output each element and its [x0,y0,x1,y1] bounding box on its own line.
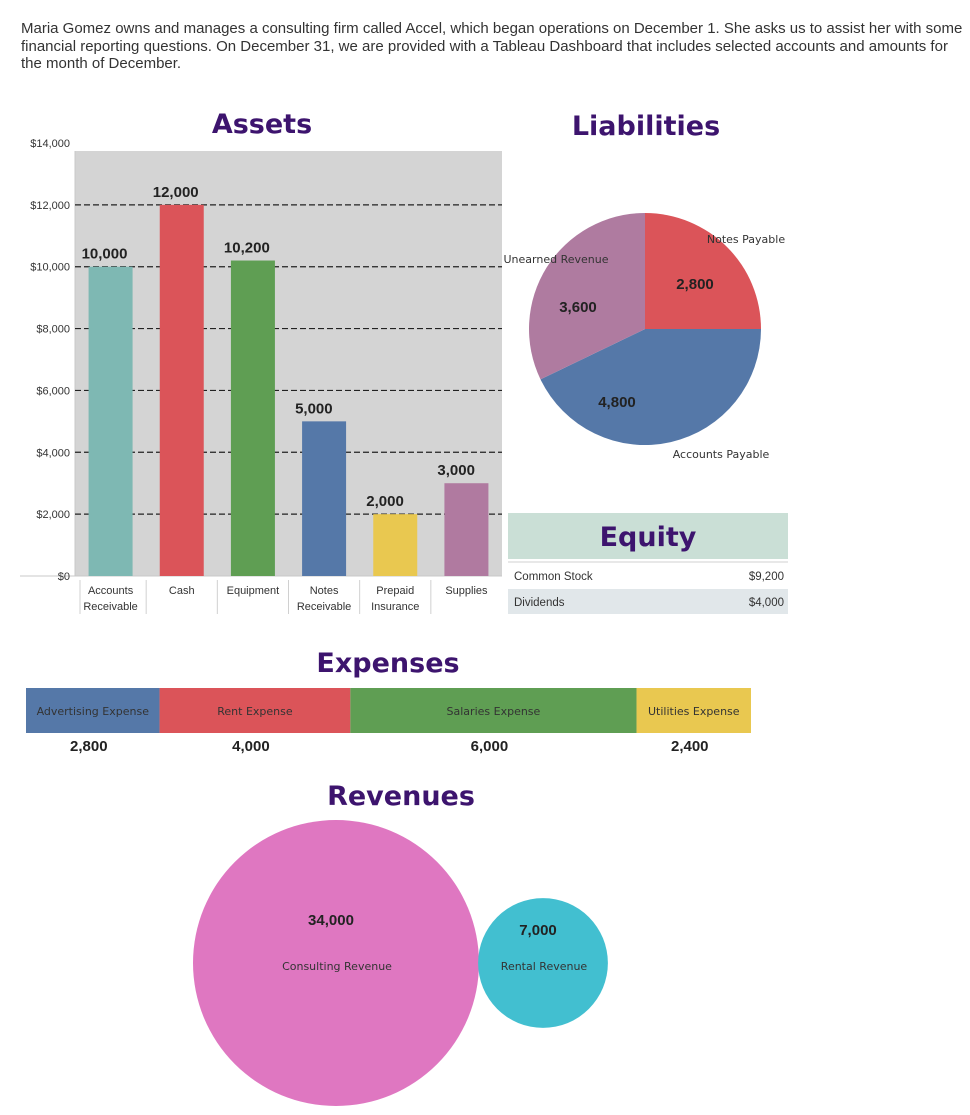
liabilities-slice-name-label: Accounts Payable [673,448,770,461]
revenues-bubble-name-label: Consulting Revenue [282,960,392,973]
assets-bar [444,483,489,576]
assets-x-tick-label: Receivable [83,601,137,613]
revenues-chart: Revenues 34,000 Consulting Revenue 7,000 Re… [193,781,608,1106]
assets-x-tick-label: Insurance [371,601,419,613]
assets-bar-value-label: 10,000 [82,246,128,263]
assets-y-tick-label: $10,000 [30,262,70,274]
equity-row-2-background [508,589,788,614]
assets-y-tick-label: $8,000 [36,324,70,336]
assets-y-tick-label: $14,000 [30,138,70,150]
liabilities-slice-value-label: 2,800 [676,276,714,293]
liabilities-title: Liabilities [572,111,720,142]
intro-paragraph: Maria Gomez owns and manages a consultin… [21,20,963,72]
assets-y-tick-label: $2,000 [36,509,70,521]
revenues-bubble-name-label: Rental Revenue [501,960,588,973]
equity-row-2-label: Dividends [514,597,565,609]
equity-row-1-value: $9,200 [749,571,784,583]
assets-title: Assets [212,109,312,140]
assets-y-tick-label: $0 [58,571,70,583]
equity-row-2-value: $4,000 [749,597,784,609]
equity-row-1-label: Common Stock [514,571,593,583]
assets-bar-value-label: 10,200 [224,240,270,257]
equity-header-background [508,513,788,559]
expenses-segment [159,688,351,733]
expenses-segment [636,688,751,733]
expenses-segment-label: Advertising Expense [37,705,150,718]
revenues-bubble-value-label: 34,000 [308,912,354,929]
assets-bar [302,421,347,576]
assets-y-tick-label: $6,000 [36,385,70,397]
liabilities-chart: Liabilities 2,800 Notes Payable 4,800 Accou… [504,111,786,461]
assets-bar [159,204,204,576]
expenses-value-label: 4,000 [232,738,270,755]
assets-bar-value-label: 3,000 [437,462,475,479]
liabilities-slice-name-label: Notes Payable [707,233,785,246]
liabilities-pie-slice [645,213,761,329]
assets-bar-value-label: 2,000 [366,493,404,510]
revenues-bubble [193,820,479,1106]
assets-chart: Assets $0 $2,000 $4,000 $6,000 $8,000 $10,000… [20,109,502,614]
assets-x-tick-label: Accounts [88,585,134,597]
assets-plot-background [75,151,502,576]
assets-x-tick-label: Cash [169,585,195,597]
assets-x-tick-label: Supplies [445,585,488,597]
equity-title: Equity [600,522,697,553]
expenses-value-label: 2,400 [671,738,709,755]
assets-x-tick-label: Notes [310,585,339,597]
assets-bar-value-label: 12,000 [153,184,199,201]
expenses-segment-label: Utilities Expense [648,705,740,718]
liabilities-slice-name-label: Unearned Revenue [504,253,609,266]
liabilities-slice-value-label: 4,800 [598,394,636,411]
assets-x-tick-label: Prepaid [376,585,414,597]
equity-table: Equity Common Stock $9,200 Dividends $4,… [508,513,788,614]
expenses-value-label: 2,800 [70,738,108,755]
revenues-title: Revenues [327,781,475,812]
expenses-chart: Expenses Advertising Expense 2,800 Rent Ex… [26,648,751,755]
liabilities-pie-slice [529,213,645,380]
assets-bar [88,266,133,576]
assets-y-tick-label: $4,000 [36,447,70,459]
assets-y-tick-label: $12,000 [30,200,70,212]
assets-bar [373,514,418,576]
assets-bar [230,260,275,576]
revenues-bubble-value-label: 7,000 [519,922,557,939]
assets-x-tick-label: Equipment [227,585,280,597]
expenses-segment-label: Rent Expense [217,705,293,718]
liabilities-slice-value-label: 3,600 [559,299,597,316]
assets-x-tick-label: Receivable [297,601,351,613]
revenues-bubble [478,898,608,1028]
assets-bar-value-label: 5,000 [295,400,333,417]
expenses-segment-label: Salaries Expense [447,705,541,718]
expenses-value-label: 6,000 [471,738,509,755]
expenses-segment [350,688,637,733]
expenses-segment [26,688,160,733]
expenses-title: Expenses [316,648,459,679]
liabilities-pie-slice [540,329,761,445]
